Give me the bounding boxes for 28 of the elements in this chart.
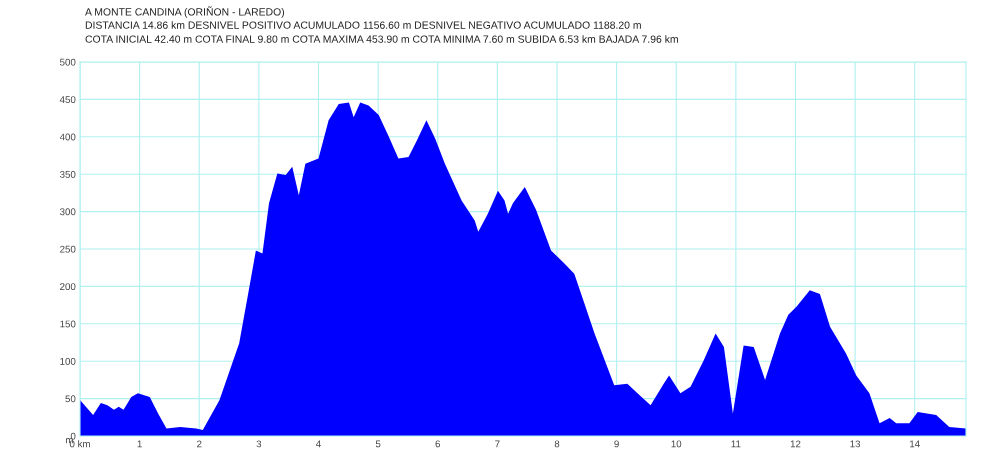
x-tick-label: 10 (671, 440, 682, 448)
x-tick-label: 11 (731, 440, 741, 448)
y-tick-label: 450 (59, 96, 76, 104)
y-tick-label: 0 (70, 432, 76, 440)
x-tick-label: 9 (614, 440, 619, 448)
x-tick-label: 6 (435, 440, 441, 448)
chart-title: A MONTE CANDINA (ORIÑON - LAREDO) (85, 6, 285, 18)
x-tick-label: 8 (554, 440, 560, 448)
x-tick-label: 3 (256, 440, 262, 448)
text: COTA INICIAL 42.40 m COTA FINAL 9.80 m COTA MAXIMA 453.90 m COTA MINIMA 7.60 m SUBIDA 6.53 km BAJADA 7.96 km (85, 35, 678, 43)
x-tick-label: 1 (137, 440, 142, 448)
x-tick-label: 13 (850, 440, 861, 448)
y-tick-label: 200 (60, 283, 76, 291)
y-tick-label: 350 (59, 170, 76, 178)
x-tick-label: 5 (375, 440, 381, 448)
y-tick-label: 50 (65, 395, 76, 403)
x-tick-label: 14 (910, 440, 920, 448)
y-tick-label: 100 (60, 357, 76, 365)
y-tick-label: 400 (59, 133, 76, 141)
y-tick-label: 500 (60, 58, 76, 66)
x-tick-label: 2 (197, 440, 202, 448)
chart-subtitle: DISTANCIA 14.86 km DESNIVEL POSITIVO ACUMULADO 1156.60 m DESNIVEL NEGATIVO ACUMULADO 1188.20 m (85, 21, 641, 29)
y-tick-label: 250 (60, 245, 76, 253)
x-tick-label: 4 (316, 440, 321, 448)
x-tick-label: 7 (495, 440, 500, 448)
y-tick-label: 300 (59, 208, 76, 216)
x-tick-label: 12 (790, 440, 801, 448)
y-tick-label: 150 (60, 320, 76, 328)
